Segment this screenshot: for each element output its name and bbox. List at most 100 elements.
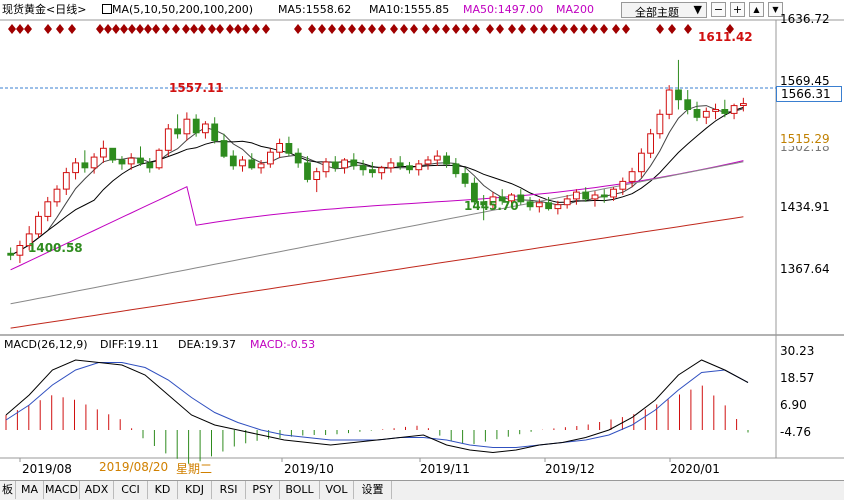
signal-diamond [560, 24, 568, 34]
ma10-line [10, 106, 744, 256]
candle [276, 143, 284, 153]
candle [248, 159, 256, 169]
collapse-down-icon[interactable]: ▼ [768, 2, 783, 17]
signal-diamond [136, 24, 144, 34]
tab-kdj[interactable]: KDJ [178, 481, 212, 499]
signal-diamond [16, 24, 24, 34]
macd-value: MACD:-0.53 [250, 338, 316, 351]
ma5-value: MA5:1558.62 [278, 3, 352, 16]
signal-diamond [540, 24, 548, 34]
macd-diff: DIFF:19.11 [100, 338, 159, 351]
candle [638, 152, 645, 173]
tab-ma[interactable]: MA [16, 481, 44, 499]
candle [480, 201, 488, 206]
ma-params: MA(5,10,50,200,100,200) [112, 3, 254, 16]
date-label: 2019/08 [22, 462, 72, 476]
candle [563, 198, 571, 206]
macd-axis-label: 30.23 [780, 344, 815, 358]
candle [656, 113, 664, 135]
current-price-tag: 1566.31 [776, 86, 842, 102]
ma-price-tag: 1515.29 [780, 132, 830, 146]
candle [545, 202, 553, 210]
signal-diamond [104, 24, 112, 34]
signal-diamond [162, 24, 170, 34]
candle [229, 155, 237, 167]
candle [461, 173, 469, 184]
signal-diamond [656, 24, 664, 34]
signal-diamond [358, 24, 366, 34]
candle [628, 171, 636, 182]
candle [137, 157, 144, 164]
signal-diamond [518, 24, 526, 34]
candle [554, 204, 562, 210]
signal-diamond [8, 24, 16, 34]
low-annotation: 1400.58 [28, 241, 83, 255]
signal-diamond [580, 24, 588, 34]
candle [387, 162, 395, 169]
zoom-out-button[interactable]: − [711, 2, 726, 17]
price-chart[interactable] [0, 0, 844, 480]
signal-diamond [684, 24, 692, 34]
signal-diamond [198, 24, 206, 34]
candle [619, 180, 627, 190]
signal-diamond [152, 24, 160, 34]
signal-diamond [432, 24, 440, 34]
ma200-line [10, 216, 744, 329]
ma100-line [10, 161, 744, 305]
candle [721, 109, 729, 114]
signal-diamond [308, 24, 316, 34]
candle [424, 159, 432, 165]
candle [220, 140, 228, 157]
collapse-up-icon[interactable]: ▲ [749, 2, 764, 17]
candle [406, 165, 413, 171]
candle [517, 194, 525, 203]
signal-diamond [24, 24, 32, 34]
candle [433, 155, 441, 161]
candle [100, 147, 107, 158]
high-annotation: 1611.42 [698, 30, 753, 44]
candle [573, 191, 580, 200]
signal-diamond [530, 24, 538, 34]
tab-psy[interactable]: PSY [246, 481, 280, 499]
tab-panel[interactable]: 板 [0, 481, 16, 499]
signal-diamond [452, 24, 460, 34]
candle [535, 202, 543, 208]
candle [582, 191, 590, 200]
chevron-down-icon: ▼ [693, 3, 702, 16]
ma50-value: MA50:1497.00 [463, 3, 544, 16]
signal-diamond [56, 24, 64, 34]
candle [359, 165, 367, 171]
macd-label: MACD(26,12,9) [4, 338, 88, 351]
signal-diamond [622, 24, 630, 34]
signal-diamond [242, 24, 250, 34]
tab-rsi[interactable]: RSI [212, 481, 246, 499]
candle [443, 155, 451, 165]
tab-kd[interactable]: KD [148, 481, 178, 499]
price-axis-label: 1434.91 [780, 200, 830, 214]
tab-settings[interactable]: 设置 [354, 481, 392, 499]
candle [62, 172, 70, 190]
tab-macd[interactable]: MACD [44, 481, 80, 499]
macd-axis-label: 18.57 [780, 371, 815, 385]
signal-diamond [226, 24, 234, 34]
signal-diamond [190, 24, 198, 34]
candle [44, 201, 52, 217]
signal-diamond [726, 24, 734, 34]
tab-adx[interactable]: ADX [80, 481, 114, 499]
candle [202, 123, 209, 134]
ma-checkbox[interactable] [102, 4, 112, 14]
zoom-in-button[interactable]: + [730, 2, 745, 17]
signal-diamond [410, 24, 418, 34]
tab-vol[interactable]: VOL [320, 481, 354, 499]
candle [90, 156, 98, 169]
candle [239, 159, 246, 167]
signal-diamond [216, 24, 224, 34]
tab-boll[interactable]: BOLL [280, 481, 320, 499]
theme-dropdown[interactable]: 全部主题 ▼ [621, 2, 707, 19]
signal-diamond [294, 24, 302, 34]
candle [155, 149, 163, 169]
macd-dea: DEA:19.37 [178, 338, 236, 351]
chart-title: 现货黄金<日线> [2, 3, 87, 16]
low-annotation: 1445.70 [464, 199, 519, 213]
tab-cci[interactable]: CCI [114, 481, 148, 499]
